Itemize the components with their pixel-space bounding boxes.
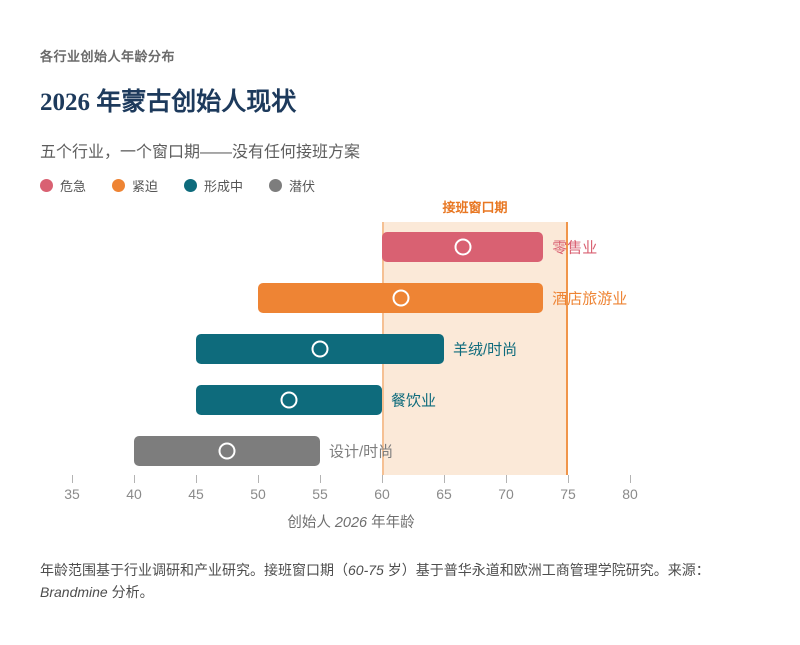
x-tick <box>196 475 197 483</box>
legend-item-latent: 潜伏 <box>269 176 315 195</box>
footnote-part: 分析。 <box>107 583 154 600</box>
x-tick-label: 80 <box>622 486 638 502</box>
x-tick-label: 55 <box>312 486 328 502</box>
plot-area: 接班窗口期零售业酒店旅游业羊绒/时尚餐饮业设计/时尚 35 40 45 50 55 60 65… <box>64 200 638 531</box>
legend: 危急 紧迫 形成中 潜伏 <box>40 176 315 195</box>
age-range-chart: 接班窗口期零售业酒店旅游业羊绒/时尚餐饮业设计/时尚 35 40 45 50 55 60 65… <box>64 200 638 531</box>
footnote-part: 年龄范围基于行业调研和产业研究。接班窗口期（ <box>40 562 348 578</box>
midpoint-marker-icon <box>454 238 472 256</box>
legend-label: 紧迫 <box>132 179 159 194</box>
industry-label: 羊绒/时尚 <box>452 341 518 359</box>
footnote-part: 岁）基于普华永道和欧洲工商管理学院研究。来源： <box>383 562 710 578</box>
x-tick <box>258 475 259 483</box>
industry-label: 餐饮业 <box>391 392 437 410</box>
legend-label: 危急 <box>60 179 87 194</box>
legend-dot-urgent-icon <box>112 179 126 192</box>
x-tick <box>630 475 631 483</box>
footnote-part: 60-75 <box>348 562 384 578</box>
legend-dot-forming-icon <box>184 179 198 192</box>
footnote-part: Brandmine <box>40 583 108 600</box>
x-tick <box>506 475 507 483</box>
x-tick <box>568 475 569 483</box>
industry-label: 零售业 <box>552 239 598 257</box>
x-axis-title-part: 年年龄 <box>367 515 415 531</box>
legend-item-urgent: 紧迫 <box>112 176 158 195</box>
x-tick-label: 65 <box>436 486 452 502</box>
midpoint-marker-icon <box>392 289 410 307</box>
x-tick-label: 50 <box>250 486 266 502</box>
page-title: 2026 年蒙古创始人现状 <box>40 89 297 116</box>
x-axis-title-part: 创始人 <box>287 515 335 531</box>
x-tick-label: 45 <box>188 486 204 502</box>
succession-window-label: 接班窗口期 <box>442 200 508 215</box>
x-tick-label: 75 <box>560 486 576 502</box>
x-tick <box>320 475 321 483</box>
x-tick-label: 35 <box>64 486 80 502</box>
midpoint-marker-icon <box>311 340 329 358</box>
x-tick-label: 60 <box>374 486 390 502</box>
legend-item-forming: 形成中 <box>184 176 243 195</box>
industry-label: 设计/时尚 <box>329 443 394 461</box>
legend-label: 潜伏 <box>289 179 316 194</box>
subtitle: 五个行业，一个窗口期——没有任何接班方案 <box>40 144 361 161</box>
footnote: 年龄范围基于行业调研和产业研究。接班窗口期（60-75 岁）基于普华永道和欧洲工… <box>40 560 764 603</box>
x-tick <box>134 475 135 483</box>
x-tick <box>382 475 383 483</box>
legend-dot-latent-icon <box>269 179 283 192</box>
legend-dot-critical-icon <box>40 179 53 192</box>
kicker: 各行业创始人年龄分布 <box>40 49 176 64</box>
midpoint-marker-icon <box>280 391 298 409</box>
x-tick-label: 40 <box>126 486 142 502</box>
legend-label: 形成中 <box>204 179 244 194</box>
x-tick <box>72 475 73 483</box>
x-tick-label: 70 <box>498 486 514 502</box>
midpoint-marker-icon <box>218 442 236 460</box>
industry-label: 酒店旅游业 <box>552 290 628 308</box>
x-tick <box>444 475 445 483</box>
x-axis-title-part: 2026 <box>334 515 368 531</box>
x-axis-title: 创始人 2026 年年龄 <box>72 511 630 532</box>
legend-item-critical: 危急 <box>40 176 86 195</box>
